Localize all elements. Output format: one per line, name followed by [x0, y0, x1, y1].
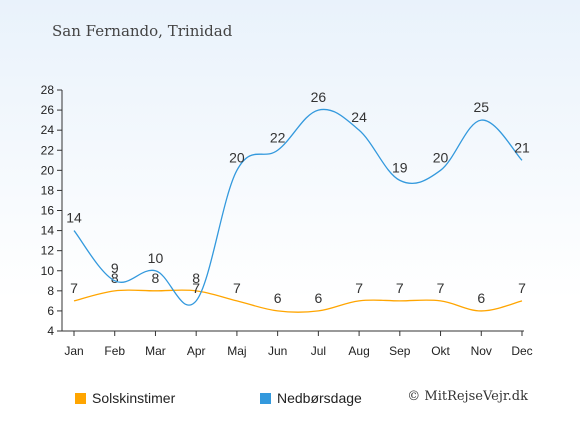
data-label-rain: 25	[473, 99, 489, 115]
credit-text: © MitRejseVejr.dk	[407, 389, 528, 404]
data-label-sun: 7	[396, 280, 404, 296]
legend-swatch-sun	[75, 392, 86, 404]
y-tick-label: 6	[47, 304, 54, 318]
data-label-sun: 7	[70, 280, 78, 296]
data-label-sun: 8	[111, 270, 119, 286]
y-tick-label: 20	[41, 163, 55, 177]
y-tick-label: 16	[41, 204, 55, 218]
x-tick-label: Feb	[104, 344, 125, 358]
data-label-rain: 14	[66, 210, 82, 226]
legend-item-sun: Solskinstimer	[75, 389, 175, 407]
y-tick-label: 14	[41, 224, 55, 238]
y-tick-label: 18	[41, 183, 55, 197]
x-tick-label: Jul	[311, 344, 326, 358]
data-label-rain: 9	[111, 260, 119, 276]
data-label-rain: 20	[433, 149, 449, 165]
data-label-sun: 6	[477, 290, 485, 306]
data-label-rain: 24	[351, 109, 367, 125]
data-label-rain: 19	[392, 159, 408, 175]
legend-label-sun: Solskinstimer	[92, 390, 176, 406]
x-tick-label: Okt	[431, 344, 450, 358]
legend-label-rain: Nedbørsdage	[277, 390, 362, 406]
x-tick-label: Mar	[145, 344, 166, 358]
data-label-sun: 6	[314, 290, 322, 306]
y-tick-label: 26	[41, 103, 55, 117]
data-label-sun: 7	[233, 280, 241, 296]
y-tick-label: 10	[41, 264, 55, 278]
x-tick-label: Apr	[187, 344, 206, 358]
series-line-rain	[73, 108, 523, 306]
data-label-sun: 7	[518, 280, 526, 296]
y-tick-label: 4	[47, 324, 54, 338]
chart-title: San Fernando, Trinidad	[52, 22, 233, 40]
data-label-rain: 7	[192, 280, 200, 296]
data-label-sun: 8	[152, 270, 160, 286]
data-label-rain: 10	[148, 250, 164, 266]
data-label-rain: 22	[270, 129, 286, 145]
series-line-sun	[73, 289, 523, 313]
x-tick-label: Jun	[268, 344, 287, 358]
data-label-sun: 6	[274, 290, 282, 306]
y-tick-label: 8	[47, 284, 54, 298]
y-tick-label: 28	[41, 83, 55, 97]
legend-item-rain: Nedbørsdage	[260, 389, 362, 407]
data-label-rain: 21	[514, 139, 530, 155]
y-tick-label: 12	[41, 244, 55, 258]
x-tick-label: Jan	[64, 344, 83, 358]
y-tick-label: 22	[41, 143, 55, 157]
data-label-sun: 8	[192, 270, 200, 286]
x-tick-label: Dec	[511, 344, 532, 358]
y-tick-label: 24	[41, 123, 55, 137]
x-tick-label: Nov	[471, 344, 492, 358]
x-tick-label: Sep	[389, 344, 411, 358]
legend-swatch-rain	[260, 392, 271, 404]
data-label-sun: 7	[437, 280, 445, 296]
x-tick-label: Maj	[227, 344, 246, 358]
data-label-rain: 20	[229, 149, 245, 165]
data-label-rain: 26	[311, 89, 327, 105]
x-tick-label: Aug	[348, 344, 369, 358]
data-label-sun: 7	[355, 280, 363, 296]
